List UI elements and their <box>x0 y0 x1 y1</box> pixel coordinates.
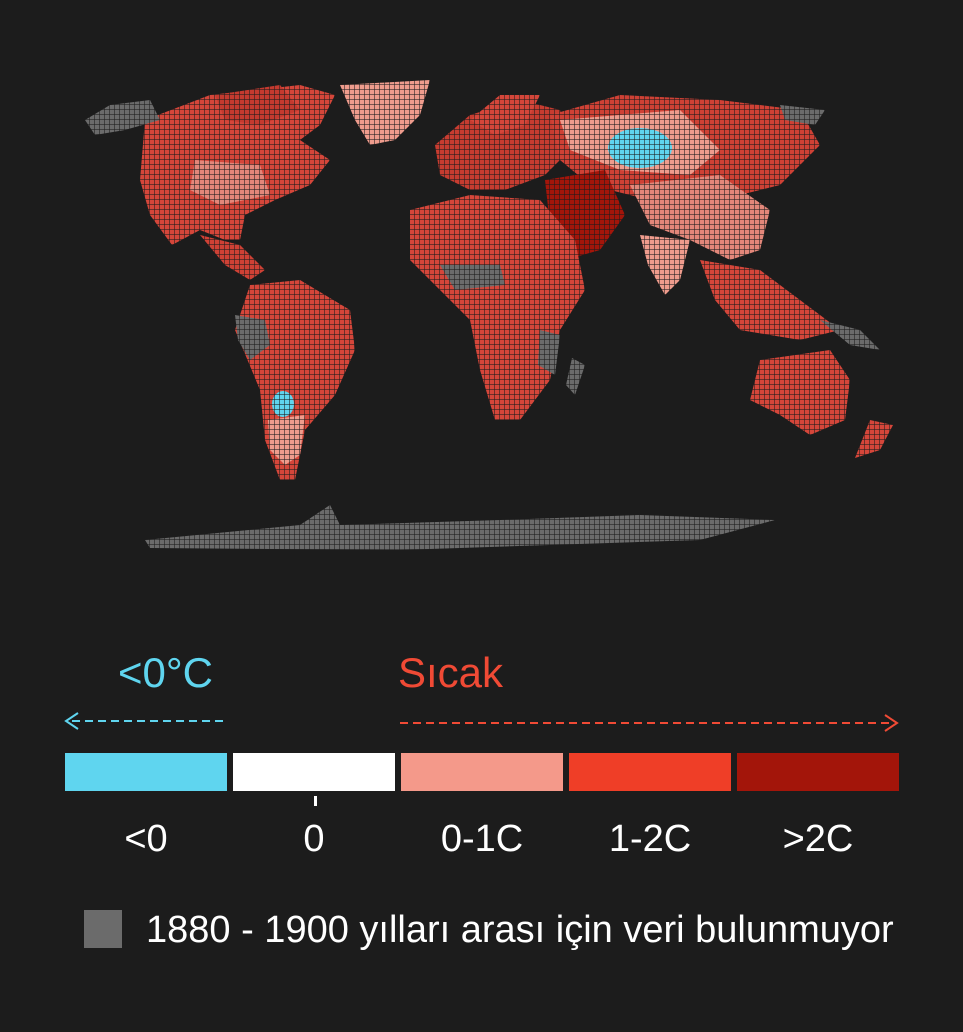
dot-texture <box>0 0 963 600</box>
warm-arrow <box>400 714 899 732</box>
world-temperature-map <box>0 0 963 600</box>
scale-label-above-2c: >2C <box>782 818 854 860</box>
no-data-swatch <box>84 910 122 948</box>
scale-label-below-zero: <0 <box>124 818 168 860</box>
swatch-above-2c <box>737 753 899 791</box>
cold-label: <0°C <box>118 649 214 696</box>
color-scale <box>65 753 899 791</box>
cold-arrow <box>64 712 225 730</box>
swatch-0-1c <box>401 753 563 791</box>
scale-label-1-2c: 1-2C <box>608 818 692 860</box>
scale-label-zero: 0 <box>303 818 325 860</box>
legend-arrows <box>64 712 899 732</box>
scale-labels: <0 0 0-1C 1-2C >2C <box>65 815 899 865</box>
swatch-1-2c <box>569 753 731 791</box>
zero-tick <box>314 796 317 806</box>
swatch-zero <box>233 753 395 791</box>
swatch-below-zero <box>65 753 227 791</box>
no-data-label: 1880 - 1900 yılları arası için veri bulu… <box>146 909 894 951</box>
warm-label: Sıcak <box>398 649 504 696</box>
scale-label-0-1c: 0-1C <box>440 818 524 860</box>
